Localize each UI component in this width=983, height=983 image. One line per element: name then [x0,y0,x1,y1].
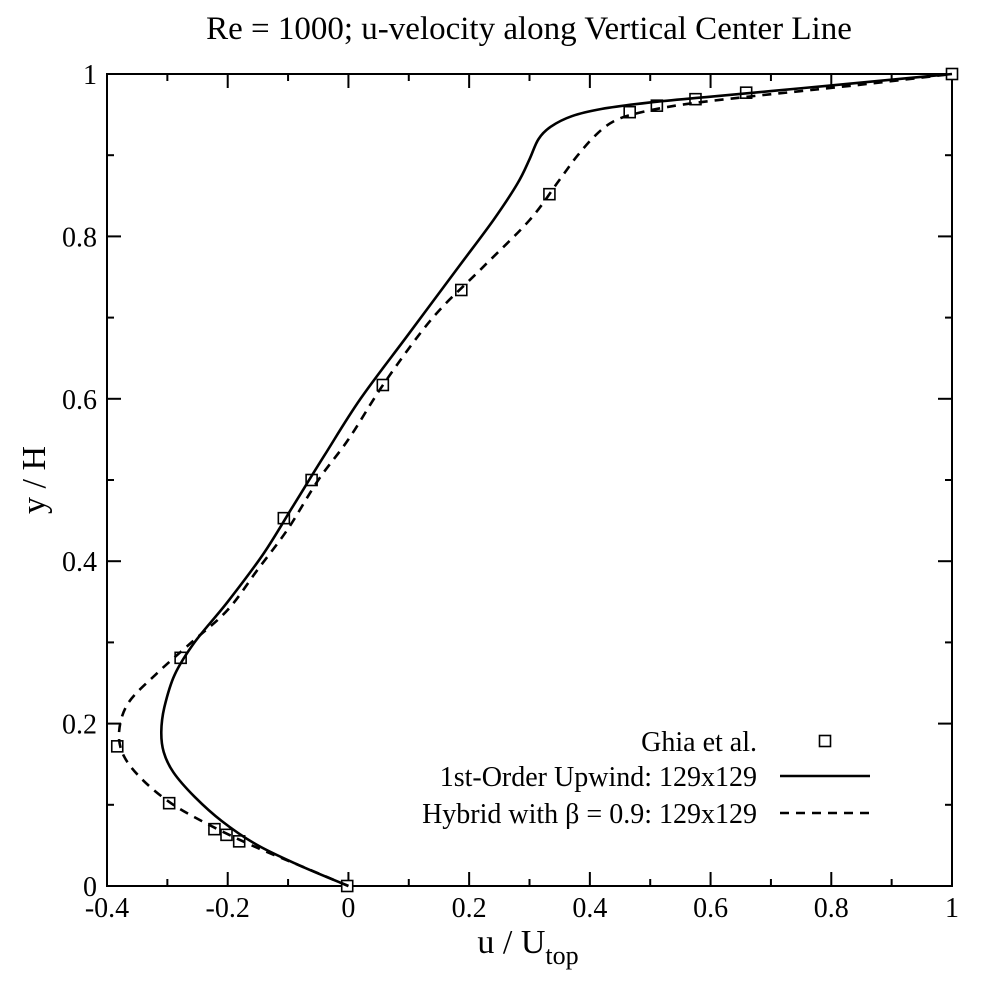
y-tick-label: 0.2 [62,710,97,741]
series-layer [110,67,959,893]
x-tick-label: 0.2 [452,893,487,924]
ghia-data-point [110,740,124,753]
legend-label: Ghia et al. [641,727,757,758]
chart-title: Re = 1000; u-velocity along Vertical Cen… [206,11,852,47]
legend-label: 1st-Order Upwind: 129x129 [440,762,757,793]
x-tick-label: 0.8 [814,893,849,924]
legend: Ghia et al. 1st-Order Upwind: 129x129 Hybr… [422,727,870,830]
x-tick-label: -0.2 [206,893,250,924]
y-tick-label: 0.8 [62,222,97,253]
legend-label: Hybrid with β = 0.9: 129x129 [422,799,757,830]
ghia-data-point [454,283,468,297]
y-tick-label: 0.4 [62,547,97,578]
x-tick-label: 0.4 [572,893,607,924]
x-axis-ticks: -0.4 -0.2 0 0.2 0.4 0.6 0.8 1 [85,74,959,924]
upwind-series-line [159,72,953,888]
hybrid-series-line [117,72,953,888]
y-tick-label: 0 [83,872,97,903]
ghia-data-point [208,822,221,836]
x-tick-label: -0.4 [85,893,129,924]
x-tick-label: 1 [945,893,959,924]
x-axis-label-main: u / U [477,924,545,961]
legend-marker-square [818,734,832,748]
y-tick-label: 1 [83,60,97,91]
ghia-data-point [650,99,664,112]
x-tick-label: 0.6 [693,893,728,924]
y-tick-label: 0.6 [62,385,97,416]
x-axis-label: u / Utop [477,924,578,970]
x-tick-label: 0 [341,893,355,924]
x-axis-label-subscript: top [545,941,578,970]
ghia-data-point [623,105,636,119]
y-axis-ticks: 0 0.2 0.4 0.6 0.8 1 [62,60,952,903]
y-axis-label: y / H [16,446,53,514]
